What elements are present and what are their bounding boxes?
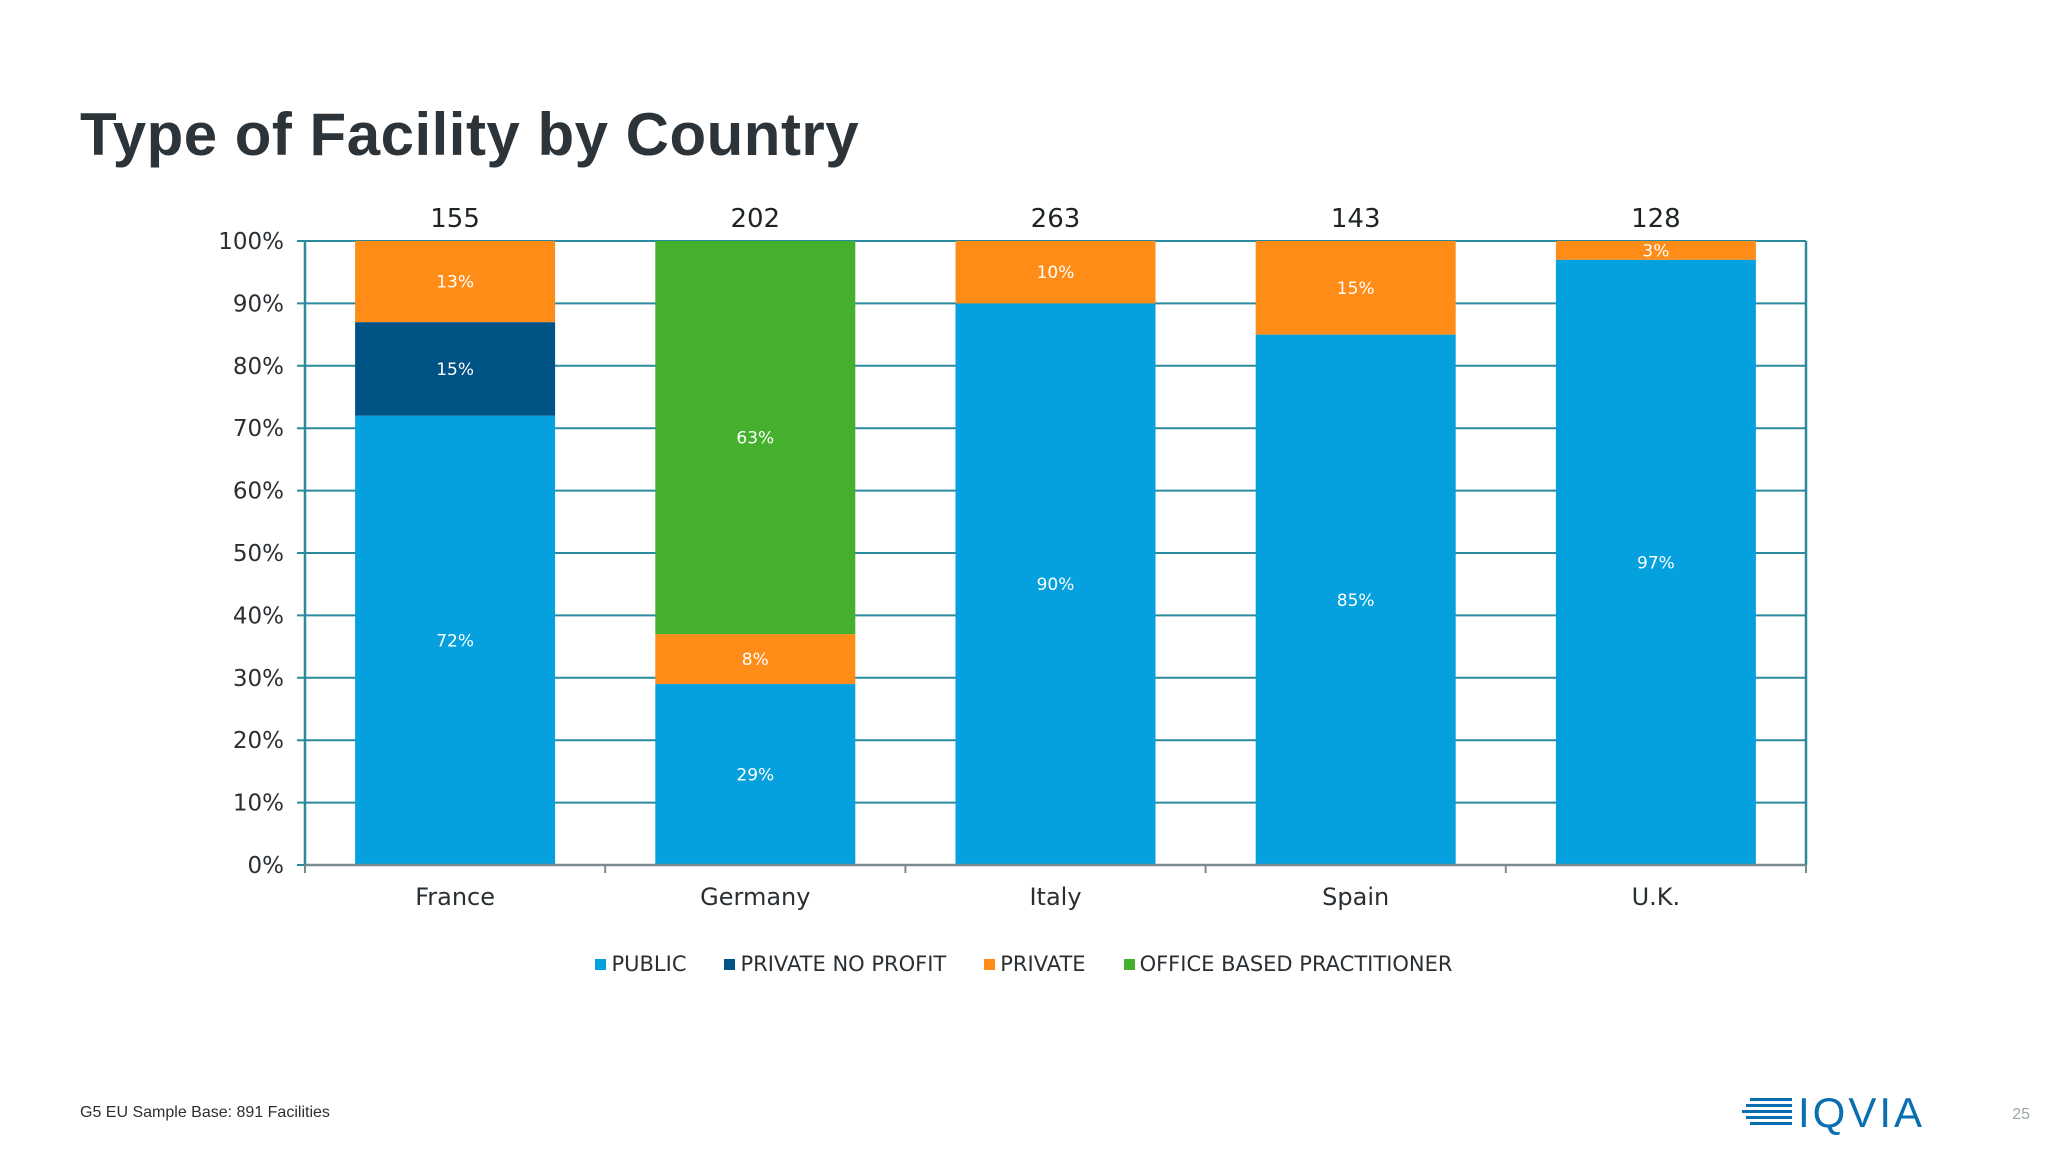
legend-label: OFFICE BASED PRACTITIONER [1139, 952, 1453, 976]
data-label: 90% [1037, 575, 1075, 595]
x-tick-label: Germany [700, 883, 810, 911]
total-label: 128 [1631, 204, 1681, 234]
bar-segment [655, 241, 856, 635]
legend-item: PUBLIC [595, 952, 686, 976]
x-tick-label: U.K. [1632, 883, 1681, 911]
bar-segment [1555, 259, 1756, 866]
bar-segment [1255, 334, 1456, 866]
stacked-bar-chart: 0% 10% 20% 30% 40% 50% 60% 70% 80% 90% 100% 72% 15% 1… [218, 204, 1808, 911]
legend-swatch [984, 958, 996, 970]
labels: 0% 10% 20% 30% 40% 50% 60% 70% 80% 90% 100% 72% 15% 1… [218, 204, 1680, 911]
axes [303, 241, 1808, 873]
y-tick-label: 70% [233, 416, 284, 442]
bar-segment [655, 684, 856, 865]
y-tick-label: 50% [233, 541, 284, 567]
data-label: 29% [736, 766, 774, 786]
bar-segment [355, 415, 556, 865]
legend-swatch [595, 958, 607, 970]
legend-label: PRIVATE [1000, 952, 1086, 976]
data-label: 63% [736, 429, 774, 449]
y-tick-label: 100% [218, 229, 284, 255]
y-tick-label: 80% [233, 354, 284, 380]
legend-item: PRIVATE NO PROFIT [724, 952, 946, 976]
y-tick-label: 60% [233, 479, 284, 505]
x-tick-label: France [415, 883, 495, 911]
data-label: 3% [1642, 241, 1669, 261]
sample-base-footnote: G5 EU Sample Base: 891 Facilities [80, 1104, 330, 1121]
y-tick-label: 30% [233, 666, 284, 692]
bar-segment [655, 634, 856, 685]
x-tick-label: Italy [1029, 883, 1081, 911]
bar-segment [355, 241, 556, 323]
legend-item: OFFICE BASED PRACTITIONER [1123, 952, 1453, 976]
bar-segment [955, 241, 1156, 304]
x-tick-label: Spain [1322, 883, 1389, 911]
legend-label: PUBLIC [611, 952, 687, 976]
bar-segment [355, 322, 556, 416]
data-label: 85% [1337, 591, 1375, 611]
legend-swatch [724, 958, 736, 970]
legend-item: PRIVATE [984, 952, 1086, 976]
bar-segment [1255, 241, 1456, 335]
data-label: 97% [1637, 553, 1675, 573]
bar-stacks [355, 241, 1756, 866]
bar-segment [1555, 241, 1756, 260]
legend: PUBLIC PRIVATE NO PROFIT PRIVATE OFFICE BAS… [0, 952, 2048, 976]
y-tick-label: 20% [233, 728, 284, 754]
legend-label: PRIVATE NO PROFIT [740, 952, 947, 976]
legend-swatch [1123, 958, 1135, 970]
data-label: 72% [436, 631, 474, 651]
data-label: 10% [1037, 263, 1075, 283]
y-tick-label: 90% [233, 291, 284, 317]
total-label: 155 [430, 204, 480, 234]
data-label: 15% [1337, 279, 1375, 299]
iqvia-logo: IQVIA [1742, 1092, 1925, 1134]
page-number: 25 [2012, 1106, 2030, 1123]
total-label: 263 [1031, 204, 1081, 234]
y-tick-label: 0% [248, 853, 285, 879]
total-label: 202 [730, 204, 780, 234]
bar-segment [955, 303, 1156, 865]
data-label: 15% [436, 360, 474, 380]
data-label: 13% [436, 273, 474, 293]
slide-title: Type of Facility by Country [80, 101, 860, 168]
data-label: 8% [742, 650, 769, 670]
y-tick-label: 10% [233, 791, 284, 817]
total-label: 143 [1331, 204, 1381, 234]
iqvia-stripes-icon [1742, 1098, 1792, 1125]
y-tick-label: 40% [233, 603, 284, 629]
logo-wordmark: IQVIA [1798, 1089, 1926, 1136]
